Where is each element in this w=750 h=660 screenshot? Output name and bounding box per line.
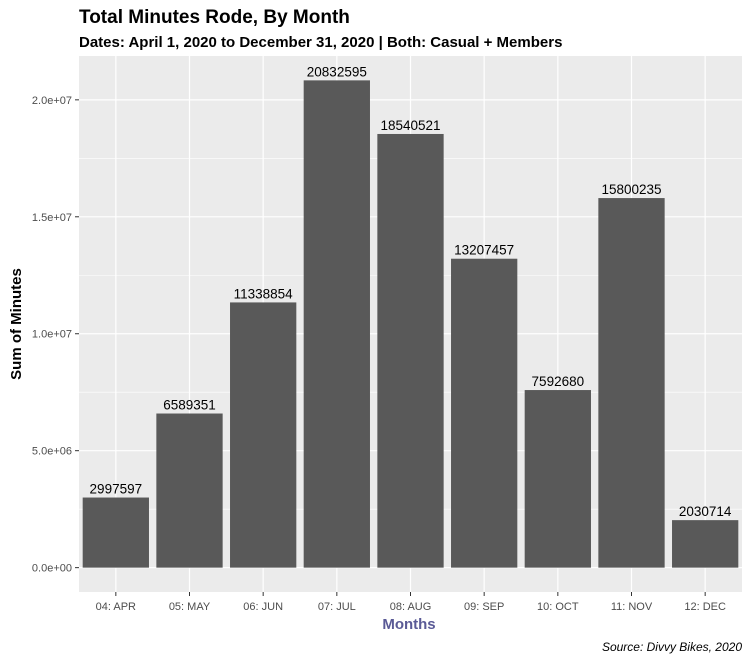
y-tick-label: 2.0e+07 xyxy=(32,95,72,107)
bar xyxy=(598,198,665,568)
x-axis-title: Months xyxy=(382,616,435,633)
data-label: 2030714 xyxy=(679,504,732,519)
bar xyxy=(82,497,149,568)
bar xyxy=(303,80,370,568)
chart-caption: Source: Divvy Bikes, 2020 xyxy=(602,640,742,654)
bars xyxy=(82,80,739,568)
bar xyxy=(672,520,739,568)
bar xyxy=(524,390,591,568)
data-labels: 2997597 6589351 11338854 20832595 18540521 13… xyxy=(90,64,732,519)
y-axis-title: Sum of Minutes xyxy=(8,268,25,380)
y-tick-label: 1.5e+07 xyxy=(32,212,72,224)
y-tick-label: 0.0e+00 xyxy=(32,563,72,575)
data-label: 13207457 xyxy=(454,243,514,258)
x-tick-label: 08: AUG xyxy=(390,601,432,613)
data-label: 7592680 xyxy=(532,374,585,389)
x-tick-label: 11: NOV xyxy=(611,601,653,613)
x-tick-label: 10: OCT xyxy=(537,601,579,613)
bar xyxy=(230,302,297,568)
bar xyxy=(377,133,444,568)
x-tick-label: 09: SEP xyxy=(464,601,504,613)
bar xyxy=(156,413,223,568)
data-label: 18540521 xyxy=(380,118,440,133)
data-label: 20832595 xyxy=(307,64,367,79)
chart-title: Total Minutes Rode, By Month xyxy=(79,7,350,28)
data-label: 6589351 xyxy=(163,398,216,413)
y-tick-label: 5.0e+06 xyxy=(32,446,72,458)
x-tick-label: 04: APR xyxy=(96,601,136,613)
data-label: 11338854 xyxy=(234,286,294,301)
bar xyxy=(451,258,518,568)
x-tick-label: 06: JUN xyxy=(243,601,283,613)
x-axis: 04: APR 05: MAY 06: JUN 07: JUL 08: AUG 09: S… xyxy=(96,592,726,613)
x-tick-label: 05: MAY xyxy=(169,601,211,613)
y-axis: 0.0e+00 5.0e+06 1.0e+07 1.5e+07 2.0e+07 xyxy=(32,95,79,575)
data-label: 15800235 xyxy=(601,182,661,197)
x-tick-label: 12: DEC xyxy=(684,601,726,613)
chart-subtitle: Dates: April 1, 2020 to December 31, 202… xyxy=(79,34,562,51)
y-tick-label: 1.0e+07 xyxy=(32,329,72,341)
x-tick-label: 07: JUL xyxy=(318,601,356,613)
data-label: 2997597 xyxy=(90,482,143,497)
